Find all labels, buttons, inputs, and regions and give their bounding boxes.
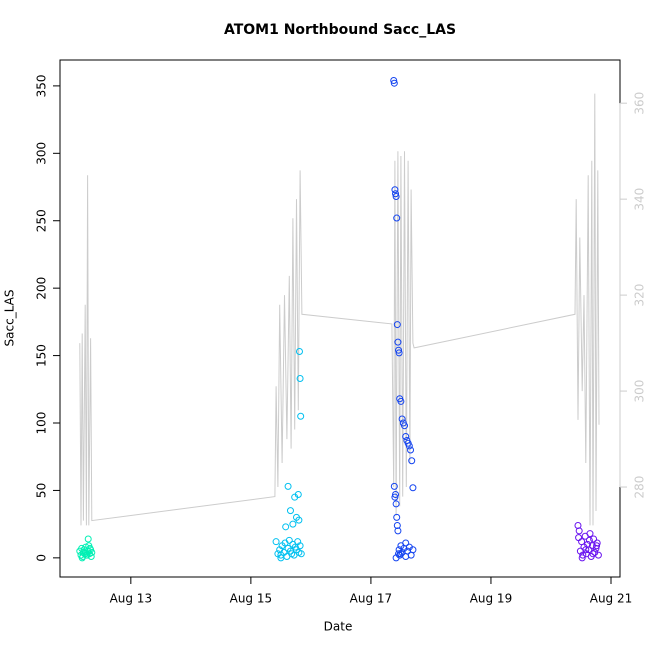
data-point [397,550,405,558]
x-tick-label: Aug 13 [110,592,153,606]
y2-tick-label: 300 [633,380,647,403]
data-point [392,554,400,562]
data-point [285,536,293,544]
data-point [87,553,95,561]
data-point [392,190,400,198]
data-point [593,539,601,547]
data-point [393,321,401,329]
chart-title: ATOM1 Northbound Sacc_LAS [224,22,456,38]
data-point [407,446,415,454]
data-point [397,397,405,405]
data-point [391,493,399,501]
data-point [393,513,401,521]
x-tick-label: Aug 17 [350,592,393,606]
y-tick-label: 200 [35,277,49,300]
data-point [585,546,593,554]
data-point [297,412,305,420]
data-point [295,348,303,356]
data-point [86,544,94,552]
data-point [282,523,290,531]
y2-tick-label: 280 [633,476,647,499]
data-point [586,530,594,538]
data-point [296,542,304,550]
y-tick-label: 50 [35,483,49,498]
data-point [390,79,398,87]
data-point [395,346,403,354]
x-axis-label: Date [324,620,353,634]
data-point [398,415,406,423]
data-point [294,490,302,498]
data-point [590,535,598,543]
data-point [589,550,597,558]
data-point [277,554,285,562]
data-point [582,546,590,554]
data-point [393,521,401,529]
data-point [289,520,297,528]
y2-tick-label: 340 [633,188,647,211]
data-point [575,534,583,542]
y-tick-label: 150 [35,344,49,367]
x-tick-label: Aug 15 [230,592,273,606]
data-point [575,527,583,535]
data-point [390,482,398,490]
data-point [394,527,402,535]
data-point [579,551,587,559]
data-point [295,516,303,524]
x-tick-label: Aug 19 [470,592,513,606]
data-point [585,536,593,544]
x-tick-label: Aug 21 [590,592,633,606]
data-point [395,349,403,357]
y-tick-label: 250 [35,209,49,232]
y2-tick-label: 320 [633,284,647,307]
y2-tick-label: 360 [633,92,647,115]
y-tick-label: 100 [35,412,49,435]
data-point [286,507,294,515]
data-point [392,490,400,498]
data-point [390,76,398,84]
data-point [409,484,417,492]
data-point [401,422,409,430]
data-point [391,186,399,194]
data-point [272,538,280,546]
data-point [297,550,305,558]
y-axis-label: Sacc_LAS [3,290,17,347]
y-tick-label: 0 [35,554,49,562]
data-point [392,192,400,200]
y-tick-label: 300 [35,142,49,165]
data-point [578,554,586,562]
data-line [79,93,600,526]
data-point [408,457,416,465]
data-point [392,500,400,508]
data-point [393,214,401,222]
data-point [84,535,92,543]
data-point [81,550,89,558]
data-point [405,442,413,450]
data-point [409,546,417,554]
data-point [284,482,292,490]
data-point [296,375,304,383]
data-point [593,542,601,550]
data-point [402,432,410,440]
y-tick-label: 350 [35,74,49,97]
data-point [394,338,402,346]
data-point [402,539,410,547]
